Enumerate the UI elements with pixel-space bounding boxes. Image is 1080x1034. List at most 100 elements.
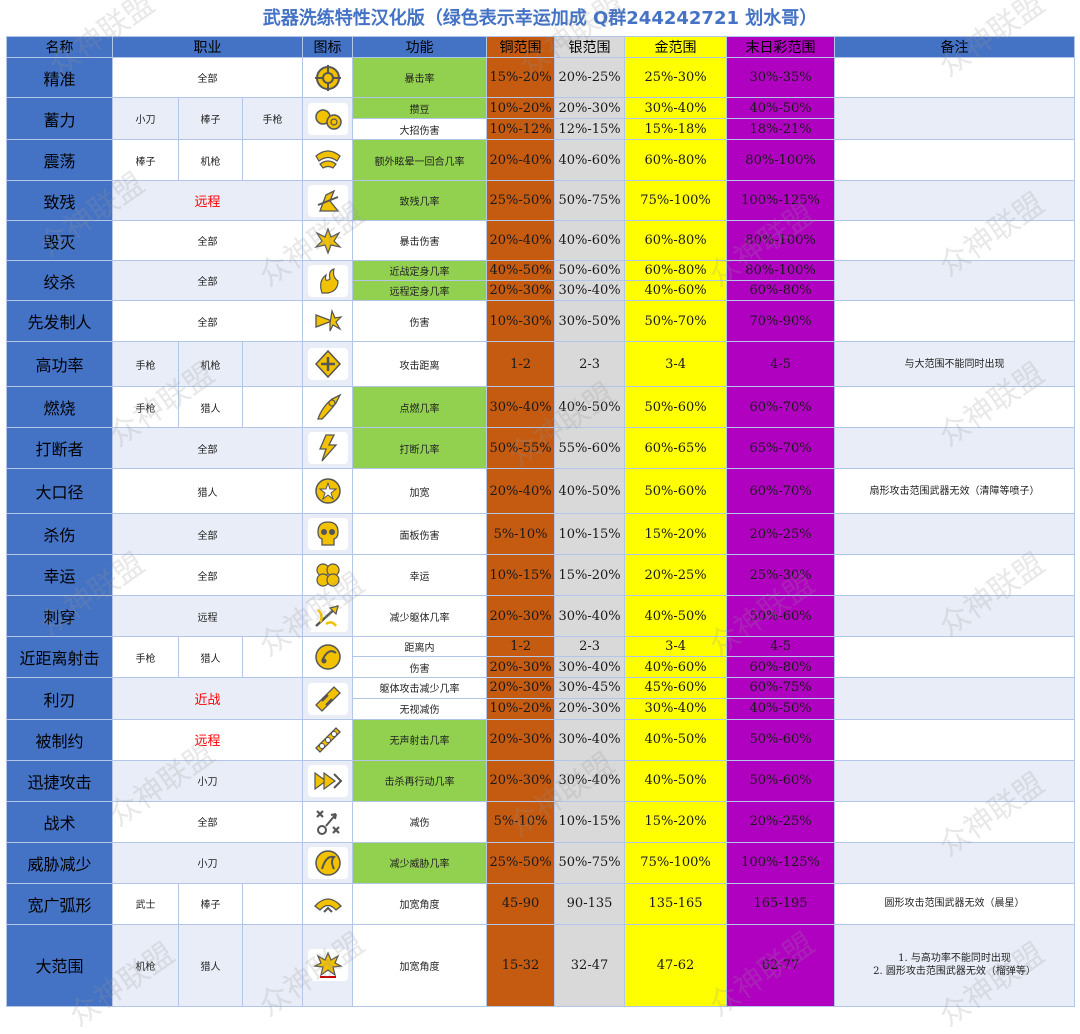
range-icon	[307, 348, 348, 381]
function-cell: 暴击率	[352, 57, 488, 99]
table-row: 大范围 机枪 猎人 加宽角度 15-32 32-47 47-62 62-77 1. 与高功率不能…	[6, 923, 1076, 1008]
doom-range: 20%-25%	[726, 513, 836, 556]
weapon-class: 小刀	[111, 841, 304, 884]
gold-range: 45%-60%	[624, 677, 728, 699]
preempt-icon	[307, 305, 348, 338]
copper-range: 1-2	[486, 341, 556, 388]
silver-range: 50%-75%	[554, 180, 626, 222]
silver-range: 30%-50%	[554, 300, 626, 343]
weapon-class: 手枪	[241, 97, 304, 141]
doom-range: 65%-70%	[726, 427, 836, 470]
header-name: 名称	[6, 35, 113, 59]
remark-cell	[834, 595, 1076, 638]
weapon-class: 手枪	[112, 386, 179, 429]
icon-cell	[302, 427, 354, 470]
function-cell: 攒豆	[352, 97, 488, 120]
doom-range: 25%-30%	[726, 554, 836, 597]
trait-name: 蓄力	[6, 97, 113, 141]
remark-cell	[834, 636, 1076, 679]
function-cell: 无声射击几率	[352, 718, 488, 761]
silver-range: 2-3	[554, 636, 626, 658]
trait-name: 致残	[6, 180, 113, 222]
header-copper: 铜范围	[486, 35, 556, 59]
copper-range: 40%-50%	[486, 260, 556, 282]
table-row: 近距离射击 手枪 猎人 距离内 1-2 2-3 3-4 4-5	[6, 636, 1076, 679]
weapon-class: 手枪	[112, 636, 179, 679]
trait-name: 近距离射击	[6, 636, 113, 679]
trait-name: 先发制人	[6, 300, 113, 343]
trait-name: 威胁减少	[6, 841, 113, 884]
trait-name: 精准	[6, 57, 113, 99]
table-row: 先发制人 全部 伤害 10%-30% 30%-50% 50%-70% 70%-90%	[6, 300, 1076, 343]
header-gold: 金范围	[624, 35, 728, 59]
page-title: 武器洗练特性汉化版（绿色表示幸运加成 Q群244242721 划水哥）	[262, 8, 818, 29]
function-cell: 幸运	[352, 554, 488, 597]
remark-cell	[834, 800, 1076, 843]
icon-cell	[302, 341, 354, 388]
skull-icon	[307, 518, 348, 551]
table-row: 威胁减少 小刀 减少威胁几率 25%-50% 50%-75% 75%-100% 100%-1…	[6, 841, 1076, 884]
gold-range: 135-165	[624, 882, 728, 925]
weapon-class: 全部	[111, 513, 304, 556]
function-cell: 距离内	[352, 636, 488, 658]
doom-range: 60%-70%	[726, 468, 836, 515]
function-cell: 远程定身几率	[352, 280, 488, 302]
header-function: 功能	[352, 35, 488, 59]
cripple-icon	[307, 184, 348, 217]
gold-range: 60%-65%	[624, 427, 728, 470]
table-row: 迅捷攻击 小刀 击杀再行动几率 20%-30% 30%-40% 40%-50% 50%-60…	[6, 759, 1076, 802]
doom-range: 70%-90%	[726, 300, 836, 343]
function-cell: 伤害	[352, 656, 488, 679]
strangle-icon	[307, 264, 348, 297]
crosshair-icon	[307, 61, 348, 94]
copper-range: 20%-40%	[486, 220, 556, 262]
gold-range: 50%-70%	[624, 300, 728, 343]
icon-cell	[302, 139, 354, 182]
silver-range: 40%-60%	[554, 220, 626, 262]
gold-range: 75%-100%	[624, 180, 728, 222]
doom-range: 80%-100%	[726, 260, 836, 282]
table-row: 无视减伤 10%-20% 20%-30% 30%-40% 40%-50%	[7, 697, 1075, 720]
weapon-class: 小刀	[111, 759, 304, 802]
table-row: 宽广弧形 武士 棒子 加宽角度 45-90 90-135 135-165 165-195 圆形攻…	[6, 882, 1076, 925]
table-row: 蓄力 小刀 棒子 手枪 攒豆 10%-20% 20%-30% 30%-40% 40%-50%	[6, 97, 1076, 141]
gold-range: 40%-60%	[624, 656, 728, 679]
remark-cell	[834, 220, 1076, 262]
doom-range: 30%-35%	[726, 57, 836, 99]
table-row: 精准 全部 暴击率 15%-20% 20%-25% 25%-30% 30%-35%	[6, 57, 1076, 99]
doom-range: 60%-80%	[726, 280, 836, 302]
weapon-class	[241, 923, 304, 1008]
function-cell: 面板伤害	[352, 513, 488, 556]
silver-range: 30%-40%	[554, 280, 626, 302]
trait-name: 高功率	[6, 341, 113, 388]
icon-cell	[302, 220, 354, 262]
copper-range: 10%-12%	[486, 118, 556, 141]
copper-range: 10%-20%	[486, 697, 556, 720]
table-row: 高功率 手枪 机枪 攻击距离 1-2 2-3 3-4 4-5 与大范围不能同时出现	[6, 341, 1076, 388]
trait-name: 战术	[6, 800, 113, 843]
table-row: 打断者 全部 打断几率 50%-55% 55%-60% 60%-65% 65%-70%	[6, 427, 1076, 470]
silver-range: 30%-40%	[554, 595, 626, 638]
area-icon	[307, 949, 348, 982]
trait-name: 燃烧	[6, 386, 113, 429]
trait-name: 利刃	[6, 677, 113, 720]
gold-range: 15%-18%	[624, 118, 728, 141]
doom-range: 40%-50%	[726, 697, 836, 720]
remark-cell	[834, 841, 1076, 884]
icon-cell	[302, 468, 354, 515]
trait-name: 大口径	[6, 468, 113, 515]
doom-range: 50%-60%	[726, 595, 836, 638]
weapon-class: 机枪	[178, 139, 243, 182]
copper-range: 30%-40%	[486, 386, 556, 429]
table-row: 伤害 20%-30% 30%-40% 40%-60% 60%-80%	[7, 656, 1075, 679]
flame-icon	[307, 391, 348, 424]
trait-name: 被制约	[6, 718, 113, 761]
weapon-class: 全部	[111, 800, 304, 843]
gold-range: 15%-20%	[624, 513, 728, 556]
silver-range: 55%-60%	[554, 427, 626, 470]
gold-range: 50%-60%	[624, 386, 728, 429]
icon-cell	[302, 636, 354, 679]
trait-name: 迅捷攻击	[6, 759, 113, 802]
doom-range: 4-5	[726, 341, 836, 388]
doom-range: 40%-50%	[726, 97, 836, 120]
